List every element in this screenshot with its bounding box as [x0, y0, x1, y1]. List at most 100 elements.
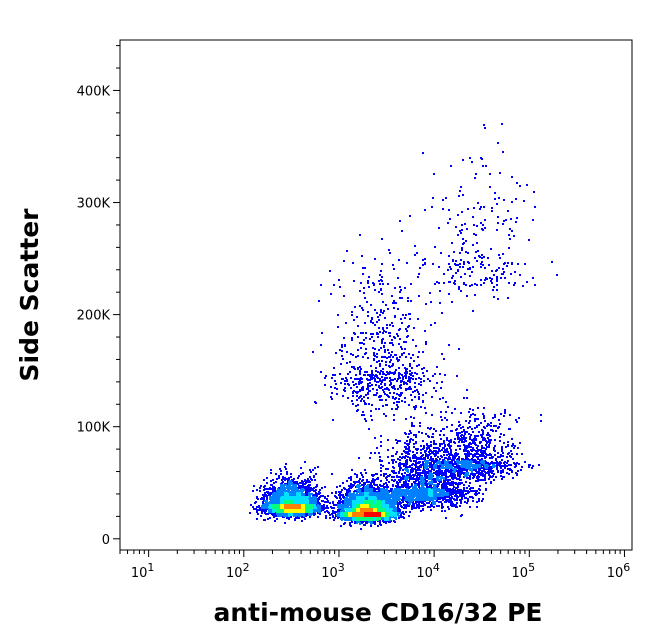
event-dot — [442, 459, 444, 461]
event-dot — [352, 354, 354, 356]
event-dot — [379, 283, 381, 285]
event-dot — [438, 488, 440, 490]
event-dot — [471, 496, 473, 498]
event-dot — [462, 492, 464, 494]
event-dot — [369, 457, 371, 459]
event-dot — [412, 455, 414, 457]
event-dot — [353, 492, 355, 494]
event-dot — [364, 267, 366, 269]
event-dot — [480, 284, 482, 286]
event-dot — [398, 372, 400, 374]
event-dot — [401, 297, 403, 299]
event-dot — [374, 484, 376, 486]
event-dot — [395, 302, 397, 304]
event-dot — [378, 408, 380, 410]
event-dot — [451, 490, 453, 492]
event-dot — [430, 462, 432, 464]
event-dot — [351, 337, 353, 339]
event-dot — [389, 474, 391, 476]
event-dot — [471, 439, 473, 441]
event-dot — [501, 459, 503, 461]
event-dot — [304, 483, 306, 485]
event-dot — [378, 360, 380, 362]
event-dot — [467, 261, 469, 263]
event-dot — [477, 202, 479, 204]
event-dot — [448, 453, 450, 455]
event-dot — [441, 510, 443, 512]
event-dot — [264, 519, 266, 521]
event-dot — [457, 214, 459, 216]
event-dot — [463, 484, 465, 486]
event-dot — [403, 517, 405, 519]
event-dot — [371, 419, 373, 421]
event-dot — [433, 493, 435, 495]
event-dot — [441, 443, 443, 445]
event-dot — [496, 278, 498, 280]
event-dot — [355, 405, 357, 407]
event-dot — [428, 447, 430, 449]
event-dot — [509, 469, 511, 471]
event-dot — [382, 405, 384, 407]
event-dot — [450, 268, 452, 270]
event-dot — [359, 366, 361, 368]
event-dot — [394, 372, 396, 374]
event-dot — [435, 484, 437, 486]
event-dot — [273, 495, 275, 497]
event-dot — [433, 486, 435, 488]
event-dot — [433, 447, 435, 449]
event-dot — [425, 453, 427, 455]
event-dot — [365, 403, 367, 405]
event-dot — [352, 484, 354, 486]
event-dot — [363, 414, 365, 416]
event-dot — [384, 317, 386, 319]
event-dot — [406, 368, 408, 370]
event-dot — [482, 413, 484, 415]
event-dot — [413, 460, 415, 462]
event-dot — [446, 476, 448, 478]
event-dot — [455, 452, 457, 454]
event-dot — [468, 433, 470, 435]
event-dot — [256, 511, 258, 513]
event-dot — [458, 492, 460, 494]
event-dot — [403, 465, 405, 467]
event-dot — [361, 522, 363, 524]
event-dot — [404, 477, 406, 479]
event-dot — [477, 464, 479, 466]
event-dot — [326, 510, 328, 512]
event-dot — [408, 325, 410, 327]
event-dot — [436, 505, 438, 507]
event-dot — [480, 263, 482, 265]
event-dot — [403, 341, 405, 343]
event-dot — [303, 515, 305, 517]
event-dot — [440, 387, 442, 389]
event-dot — [405, 433, 407, 435]
event-dot — [409, 478, 411, 480]
event-dot — [411, 425, 413, 427]
event-dot — [332, 502, 334, 504]
event-dot — [477, 250, 479, 252]
event-dot — [486, 425, 488, 427]
event-dot — [442, 498, 444, 500]
event-dot — [470, 462, 472, 464]
event-dot — [454, 408, 456, 410]
event-dot — [504, 466, 506, 468]
event-dot — [359, 305, 361, 307]
event-dot — [424, 460, 426, 462]
event-dot — [488, 478, 490, 480]
event-dot — [307, 485, 309, 487]
event-dot — [476, 242, 478, 244]
event-dot — [387, 439, 389, 441]
event-dot — [485, 482, 487, 484]
event-dot — [356, 378, 358, 380]
event-dot — [471, 428, 473, 430]
event-dot — [472, 409, 474, 411]
event-dot — [433, 443, 435, 445]
event-dot — [308, 514, 310, 516]
event-dot — [399, 356, 401, 358]
event-dot — [451, 501, 453, 503]
event-dot — [429, 506, 431, 508]
event-dot — [480, 206, 482, 208]
event-dot — [367, 311, 369, 313]
event-dot — [521, 466, 523, 468]
event-dot — [371, 522, 373, 524]
